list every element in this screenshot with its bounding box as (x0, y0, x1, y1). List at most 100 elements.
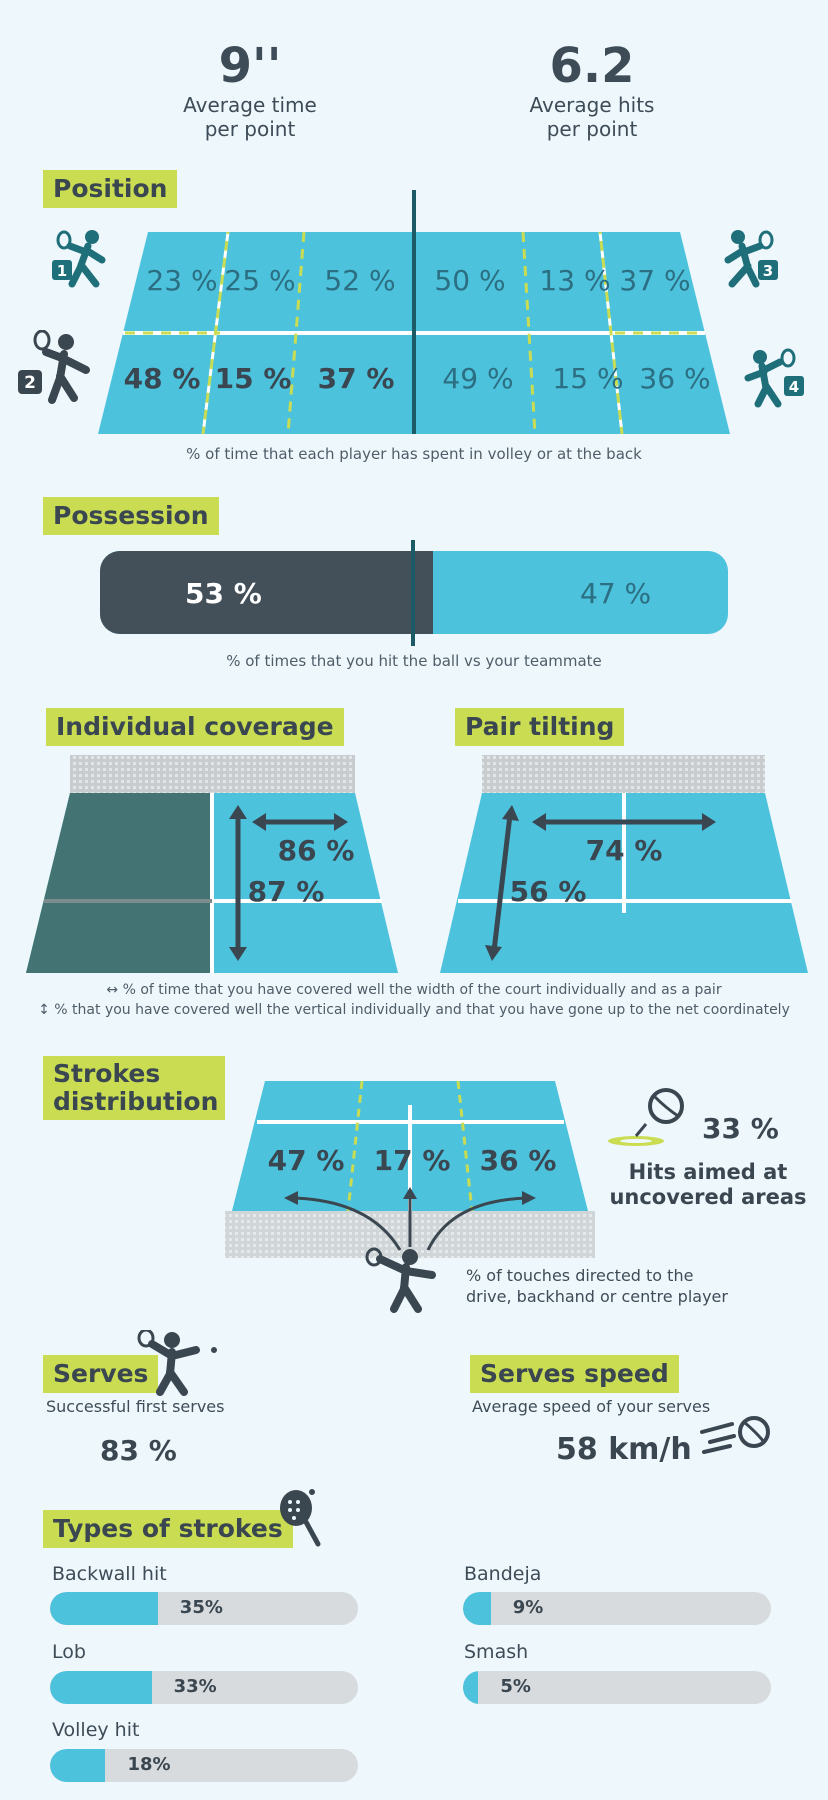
player-4-icon: 4 (744, 348, 804, 408)
individual-vertical-arrow-head-top (229, 805, 247, 819)
stroke-type-value-volley: 18% (127, 1754, 171, 1775)
serves-speed-title: Serves speed (470, 1355, 679, 1393)
types-of-strokes-title: Types of strokes (43, 1510, 293, 1548)
avg-hits-label-line-2: per point (546, 117, 638, 141)
uncovered-label: Hits aimed at uncovered areas (608, 1160, 808, 1210)
individual-court-shade (26, 793, 212, 973)
racket-icon (280, 1489, 321, 1547)
individual-vertical-arrow-head-bottom (229, 947, 247, 961)
pair-width-arrow-head-left (532, 813, 546, 831)
pair-width-arrow-head-right (702, 813, 716, 831)
player-3-badge: 3 (763, 262, 773, 280)
pair-vertical-arrow-head-bottom (485, 945, 502, 961)
position-bottom-6: 36 % (639, 362, 710, 395)
serves-subtitle: Successful first serves (46, 1397, 225, 1416)
strokes-left-value: 47 % (268, 1144, 345, 1177)
possession-title: Possession (43, 497, 219, 535)
fast-ball-icon (700, 1416, 770, 1454)
strokes-player-icon (365, 1247, 436, 1313)
strokes-lane-right (456, 1080, 474, 1212)
strokes-right-value: 36 % (480, 1144, 557, 1177)
serves-speed-value: 58 km/h (556, 1432, 692, 1467)
possession-bar-fill (100, 551, 433, 634)
uncovered-label-line-2: uncovered areas (609, 1185, 807, 1209)
stroke-type-bar-fill-lob (50, 1671, 152, 1704)
player-1-badge: 1 (57, 262, 67, 280)
position-bottom-5: 15 % (552, 362, 623, 395)
uncovered-value: 33 % (702, 1112, 779, 1145)
avg-time-label-line-2: per point (204, 117, 296, 141)
stroke-type-bar-backwall: 35% (50, 1592, 358, 1625)
position-caption: % of time that each player has spent in … (186, 445, 642, 463)
possession-right-value: 47 % (580, 577, 652, 610)
strokes-arrow-left-head (284, 1191, 298, 1205)
stroke-type-label-lob: Lob (52, 1641, 86, 1663)
position-bottom-3: 37 % (318, 362, 395, 395)
serves-speed-subtitle: Average speed of your serves (472, 1397, 711, 1416)
pair-width-value: 74 % (586, 834, 663, 867)
stroke-type-label-volley: Volley hit (52, 1719, 140, 1741)
player-4-badge: 4 (789, 378, 799, 396)
position-top-3: 52 % (324, 264, 395, 297)
player-2-icon: 2 (18, 330, 90, 404)
pair-vertical-value: 56 % (510, 875, 587, 908)
possession-center-line (411, 540, 415, 646)
stroke-type-bar-fill-volley (50, 1749, 106, 1782)
strokes-court: 47 % 17 % 36 % (225, 1080, 595, 1313)
coverage-courts: 86 % 87 % 74 % 56 % (26, 755, 808, 973)
avg-hits-label: Average hits per point (462, 93, 722, 141)
uncovered-label-line-1: Hits aimed at (628, 1160, 788, 1184)
position-lane-line-1b (201, 231, 230, 435)
avg-time-value: 9'' (218, 38, 282, 94)
individual-width-arrow-head-left (252, 813, 266, 831)
stroke-type-value-lob: 33% (173, 1676, 217, 1697)
serve-player-icon (137, 1330, 217, 1396)
stroke-type-bar-fill-smash (463, 1671, 479, 1704)
strokes-title-line-2: distribution (53, 1087, 219, 1116)
strokes-distribution-title: Strokes distribution (43, 1056, 225, 1120)
strokes-caption-line-2: drive, backhand or centre player (466, 1287, 728, 1306)
strokes-lane-left (346, 1080, 364, 1212)
stroke-type-value-bandeja: 9% (512, 1597, 544, 1618)
position-bottom-1: 48 % (124, 362, 201, 395)
possession-left-value: 53 % (185, 577, 262, 610)
pair-vertical-arrow-head-top (502, 805, 519, 821)
strokes-title-line-1: Strokes (53, 1059, 161, 1088)
position-top-4: 50 % (434, 264, 505, 297)
position-bottom-4: 49 % (442, 362, 513, 395)
serves-title: Serves (43, 1355, 159, 1393)
strokes-arrow-right-head (522, 1191, 536, 1205)
stroke-type-bar-bandeja: 9% (463, 1592, 771, 1625)
player-3-icon: 3 (724, 230, 778, 288)
avg-hits-value: 6.2 (549, 38, 635, 94)
position-lane-line-4b (598, 231, 624, 435)
avg-time-label: Average time per point (120, 93, 380, 141)
individual-vertical-value: 87 % (248, 875, 325, 908)
stroke-type-bar-fill-bandeja (463, 1592, 491, 1625)
serves-value: 83 % (100, 1434, 177, 1467)
individual-coverage-title: Individual coverage (46, 708, 344, 746)
pair-net (482, 755, 765, 793)
strokes-caption: % of touches directed to the drive, back… (466, 1265, 728, 1307)
individual-width-arrow-head-right (334, 813, 348, 831)
pair-tilting-title: Pair tilting (455, 708, 625, 746)
avg-hits-label-line-1: Average hits (529, 93, 655, 117)
stroke-type-bar-volley: 18% (50, 1749, 358, 1782)
stroke-type-bar-fill-backwall (50, 1592, 158, 1625)
strokes-arrow-left (291, 1196, 402, 1251)
stroke-type-label-backwall: Backwall hit (52, 1563, 167, 1585)
position-top-1: 23 % (146, 264, 217, 297)
avg-time-label-line-1: Average time (183, 93, 317, 117)
position-bottom-2: 15 % (215, 362, 292, 395)
position-top-2: 25 % (224, 264, 295, 297)
stroke-type-label-smash: Smash (464, 1641, 529, 1663)
player-2-badge: 2 (24, 373, 36, 393)
position-court: 23 % 25 % 52 % 50 % 13 % 37 % 48 % 15 % … (98, 190, 730, 435)
coverage-caption-width: ↔ % of time that you have covered well t… (106, 982, 722, 998)
stroke-type-value-backwall: 35% (179, 1597, 223, 1618)
stroke-type-bar-lob: 33% (50, 1671, 358, 1704)
possession-caption: % of times that you hit the ball vs your… (226, 652, 602, 670)
player-1-icon: 1 (52, 230, 106, 288)
individual-net (70, 755, 355, 793)
strokes-caption-line-1: % of touches directed to the (466, 1266, 694, 1285)
